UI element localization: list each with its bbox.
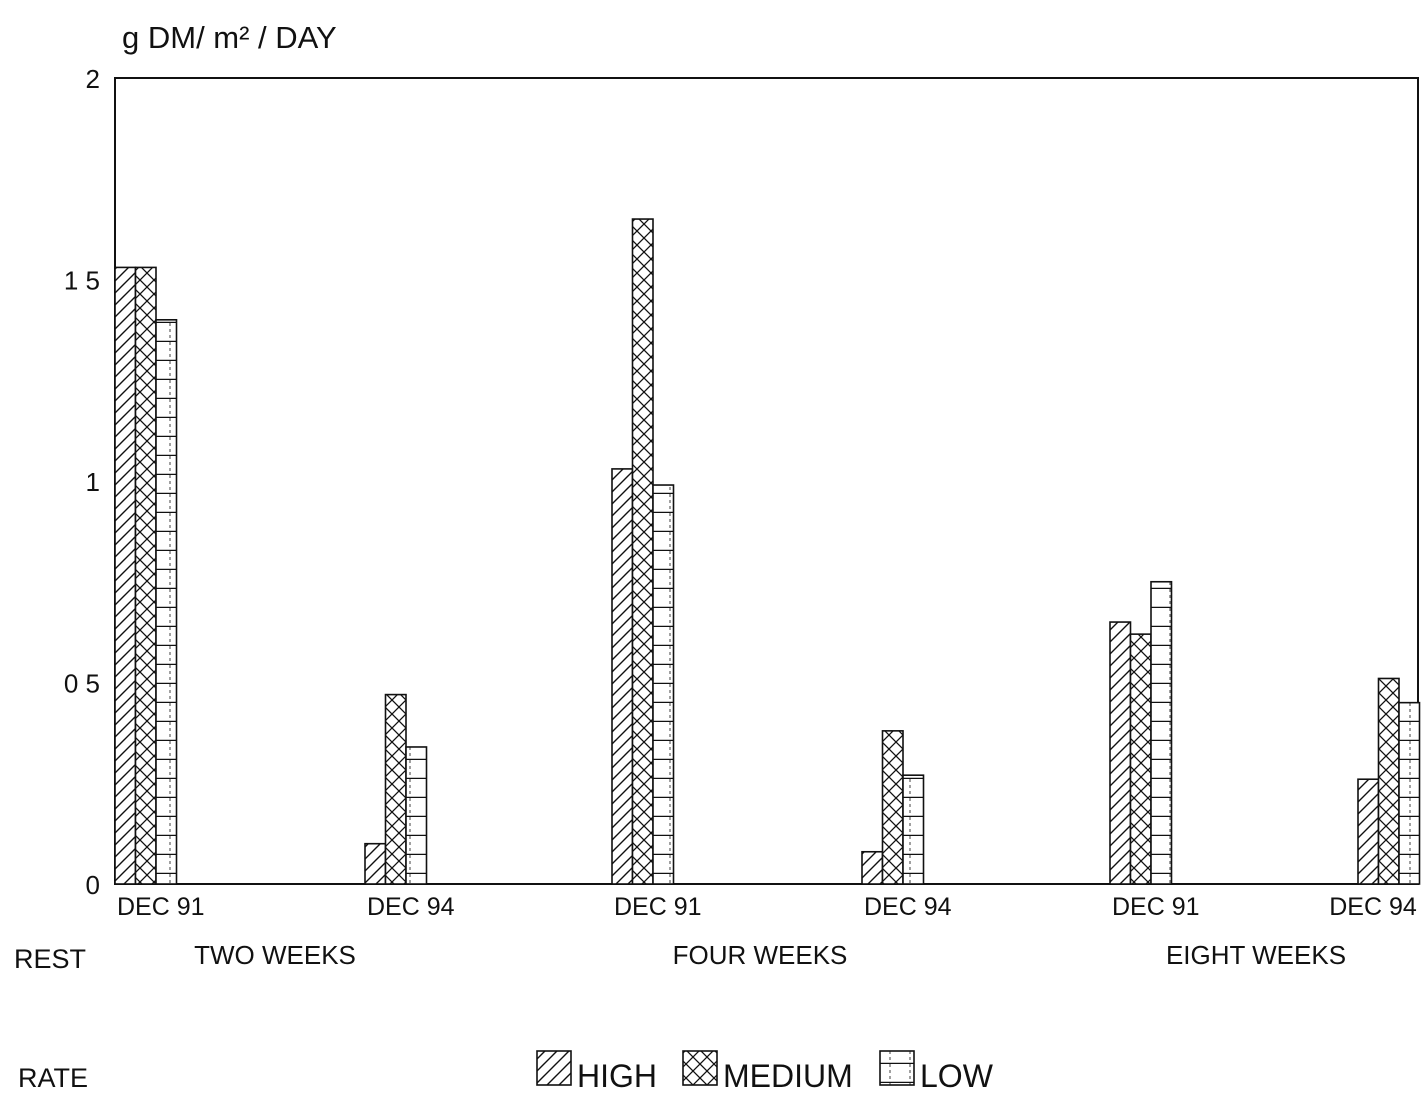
- bar-medium-4: [1129, 633, 1152, 885]
- bar-medium-0: [134, 266, 157, 885]
- legend-swatch-low: [879, 1050, 915, 1086]
- bar-medium-1: [384, 693, 407, 885]
- rest-label: REST: [14, 944, 86, 974]
- x-tick-label: DEC 91: [614, 893, 702, 921]
- bar-high-2: [611, 468, 634, 885]
- bars: [114, 218, 1421, 885]
- bar-low-1: [405, 746, 428, 885]
- x-tick-label: DEC 94: [864, 893, 952, 921]
- group-labels: TWO WEEKS FOUR WEEKS EIGHT WEEKS: [194, 940, 1346, 970]
- x-tick-label: DEC 94: [367, 893, 455, 921]
- legend-swatch-high: [536, 1050, 572, 1086]
- bar-low-2: [652, 484, 675, 885]
- legend: HIGH MEDIUM LOW: [536, 1050, 994, 1094]
- y-tick-label: 0 5: [64, 669, 100, 699]
- y-axis-title: g DM/ m² / DAY: [122, 20, 337, 55]
- legend-label-low: LOW: [920, 1058, 994, 1094]
- x-tick-label: DEC 91: [117, 893, 205, 921]
- bar-high-1: [364, 842, 387, 885]
- y-tick-label: 1 5: [64, 266, 100, 296]
- rate-label: RATE: [18, 1063, 88, 1093]
- bar-low-3: [902, 774, 925, 885]
- bar-high-0: [114, 266, 137, 885]
- group-label: FOUR WEEKS: [673, 940, 848, 970]
- bar-medium-2: [631, 218, 654, 885]
- legend-swatch-medium: [682, 1050, 718, 1086]
- bar-low-4: [1150, 580, 1173, 885]
- x-tick-labels: DEC 91 DEC 94 DEC 91 DEC 94 DEC 91 DEC 94: [117, 893, 1417, 921]
- y-tick-label: 1: [86, 467, 100, 497]
- plot-frame: [114, 77, 1419, 885]
- bar-high-4: [1109, 621, 1132, 885]
- legend-label-medium: MEDIUM: [723, 1058, 853, 1094]
- y-tick-label: 0: [86, 870, 100, 900]
- y-tick-labels: 0 0 5 1 1 5 2: [64, 64, 100, 900]
- group-label: EIGHT WEEKS: [1166, 940, 1346, 970]
- y-tick-label: 2: [86, 64, 100, 94]
- x-tick-label: DEC 91: [1112, 893, 1200, 921]
- bar-high-5: [1357, 778, 1380, 885]
- legend-label-high: HIGH: [577, 1058, 657, 1094]
- bar-medium-5: [1377, 677, 1400, 885]
- bar-low-5: [1398, 701, 1421, 885]
- group-label: TWO WEEKS: [194, 940, 356, 970]
- bar-low-0: [155, 318, 178, 885]
- bar-medium-3: [881, 730, 904, 885]
- x-tick-label: DEC 94: [1329, 893, 1417, 921]
- bar-high-3: [861, 850, 884, 885]
